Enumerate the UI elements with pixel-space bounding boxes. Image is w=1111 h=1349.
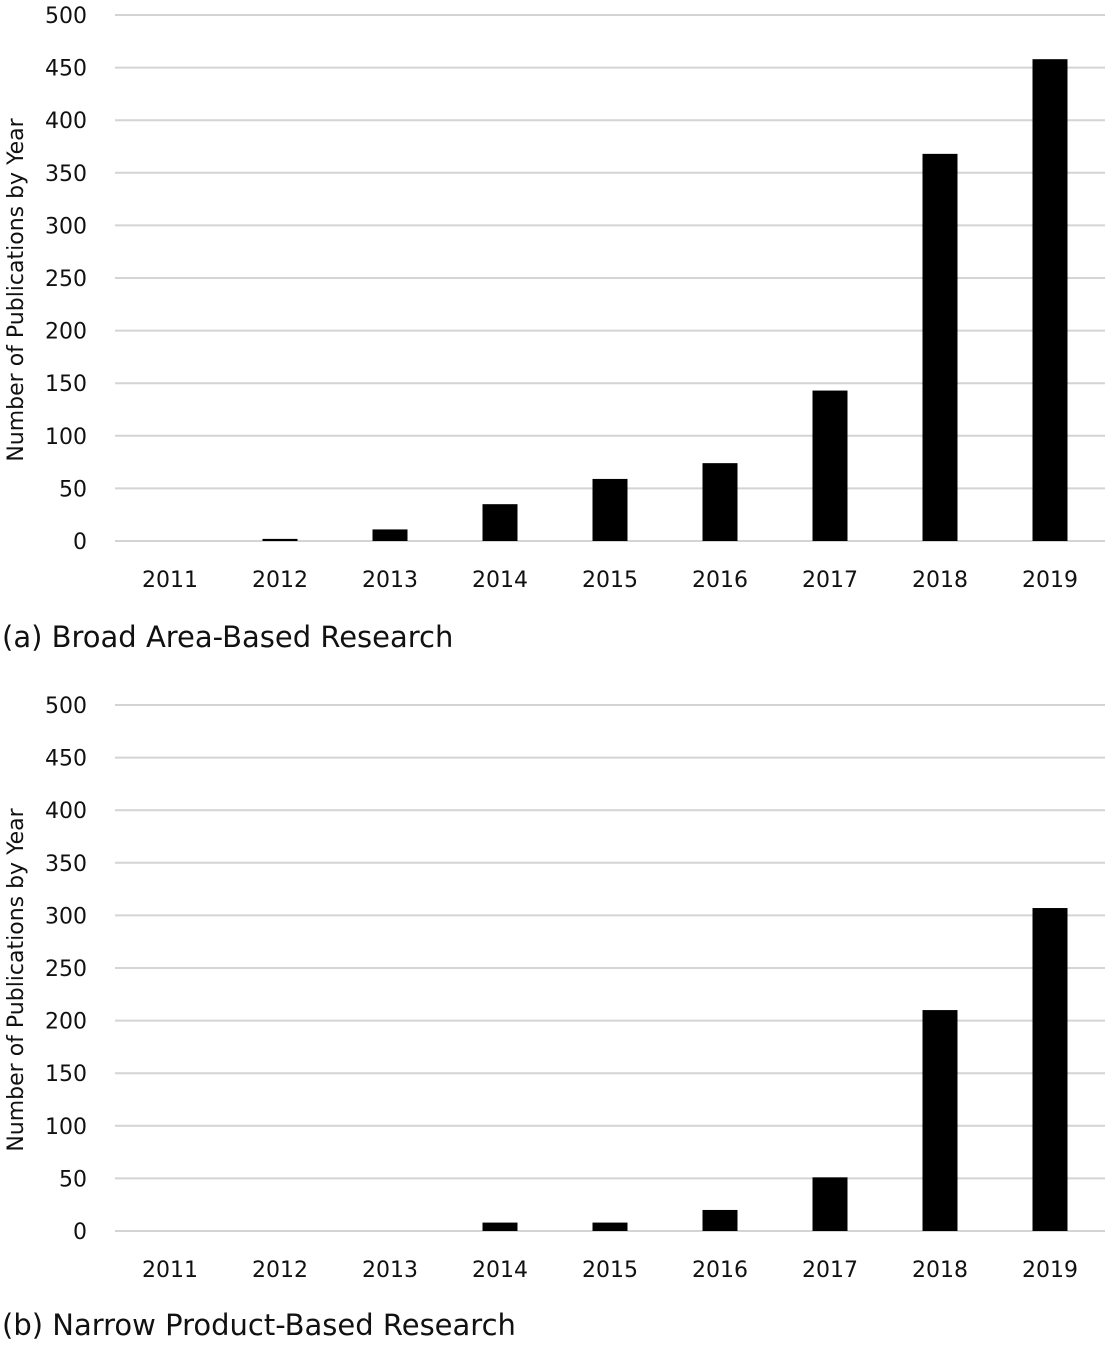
chart-b-svg: 0 50 100 150 200 250 300 350 400 450 500 2011 2012 20…	[4, 694, 1105, 1283]
x-tick-label: 2019	[1022, 1258, 1078, 1283]
x-tick-label: 2014	[472, 568, 528, 593]
y-tick-label: 100	[45, 1115, 87, 1140]
x-tick-label: 2011	[142, 1258, 198, 1283]
bar-2019	[1032, 59, 1068, 542]
y-tick-label: 300	[45, 214, 87, 239]
x-tick-label: 2012	[252, 568, 308, 593]
y-tick-label: 350	[45, 162, 87, 187]
bar-2013	[372, 529, 408, 541]
y-tick-label: 250	[45, 267, 87, 292]
x-tick-label: 2018	[912, 1258, 968, 1283]
bar-2019	[1032, 908, 1068, 1231]
y-tick-label: 350	[45, 852, 87, 877]
bar-2014	[482, 1222, 518, 1231]
y-tick-label: 400	[45, 799, 87, 824]
y-tick-label: 250	[45, 957, 87, 982]
y-tick-label: 450	[45, 747, 87, 772]
y-tick-label: 450	[45, 57, 87, 82]
y-tick-label: 500	[45, 694, 87, 719]
y-tick-label: 0	[73, 1220, 87, 1245]
bar-2015	[592, 1222, 628, 1231]
chart-a-svg: 0 50 100 150 200 250 300 350 400 450 500 2011 2012 20…	[4, 4, 1105, 593]
y-axis-label: Number of Publications by Year	[4, 117, 29, 461]
x-tick-label: 2016	[692, 1258, 748, 1283]
x-tick-label: 2015	[582, 1258, 638, 1283]
bar-2018	[922, 153, 958, 541]
y-tick-label: 50	[59, 477, 87, 502]
y-axis-label: Number of Publications by Year	[4, 807, 29, 1151]
y-tick-label: 200	[45, 1010, 87, 1035]
y-tick-label: 200	[45, 320, 87, 345]
x-tick-label: 2013	[362, 568, 418, 593]
x-tick-label: 2013	[362, 1258, 418, 1283]
y-tick-label: 300	[45, 904, 87, 929]
chart-a-caption: (a) Broad Area-Based Research	[2, 620, 454, 654]
x-tick-label: 2017	[802, 1258, 858, 1283]
bar-2017	[812, 1177, 848, 1231]
y-tick-label: 500	[45, 4, 87, 29]
x-tick-label: 2014	[472, 1258, 528, 1283]
bar-2016	[702, 1209, 738, 1231]
x-tick-label: 2017	[802, 568, 858, 593]
bar-2018	[922, 1010, 958, 1231]
y-tick-label: 0	[73, 530, 87, 555]
x-tick-label: 2016	[692, 568, 748, 593]
y-tick-label: 100	[45, 425, 87, 450]
x-tick-label: 2019	[1022, 568, 1078, 593]
y-tick-label: 400	[45, 109, 87, 134]
chart-b-caption: (b) Narrow Product-Based Research	[2, 1308, 516, 1342]
bar-2016	[702, 463, 738, 541]
y-tick-label: 150	[45, 372, 87, 397]
bar-2015	[592, 478, 628, 541]
x-tick-label: 2012	[252, 1258, 308, 1283]
x-tick-label: 2011	[142, 568, 198, 593]
x-tick-label: 2015	[582, 568, 638, 593]
y-tick-label: 150	[45, 1062, 87, 1087]
chart-panel-a: 0 50 100 150 200 250 300 350 400 450 500 2011 2012 20…	[0, 0, 1111, 662]
y-tick-label: 50	[59, 1167, 87, 1192]
chart-panel-b: 0 50 100 150 200 250 300 350 400 450 500 2011 2012 20…	[0, 690, 1111, 1349]
bar-2012	[262, 538, 298, 541]
x-tick-label: 2018	[912, 568, 968, 593]
bar-2014	[482, 504, 518, 541]
bar-2017	[812, 390, 848, 541]
